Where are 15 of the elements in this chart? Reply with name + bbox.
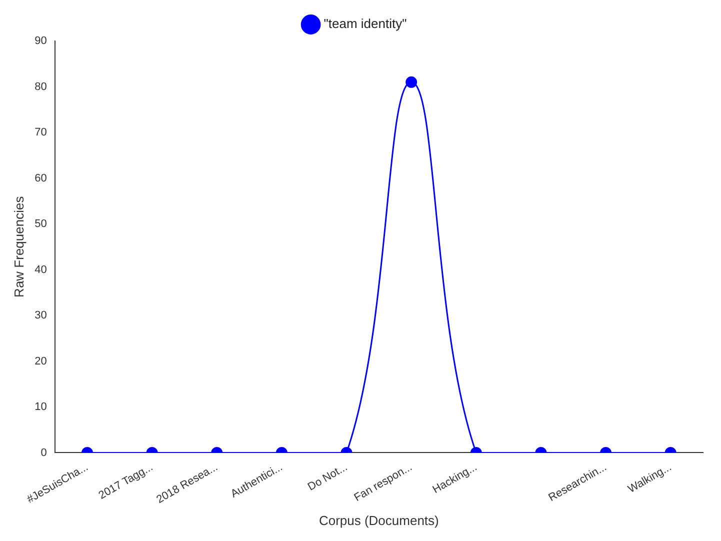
y-tick-label: 40 (34, 264, 47, 276)
y-tick-label: 90 (34, 35, 47, 48)
y-axis-title: Raw Frequencies (11, 196, 26, 298)
x-tick-label: Do Not... (306, 461, 350, 494)
y-tick-label: 0 (40, 446, 47, 459)
y-tick-label: 20 (34, 355, 47, 368)
y-tick-label: 30 (34, 310, 47, 322)
x-axis-title: Corpus (Documents) (318, 512, 439, 528)
y-tick-label: 50 (34, 218, 47, 230)
y-tick-label: 60 (34, 172, 47, 184)
y-tick-label: 80 (34, 80, 47, 93)
x-tick-label: 2017 Tagg... (96, 461, 156, 502)
y-tick-label: 10 (34, 401, 47, 414)
legend-label: "team identity" (324, 16, 408, 32)
y-tick-label: 70 (34, 126, 47, 139)
